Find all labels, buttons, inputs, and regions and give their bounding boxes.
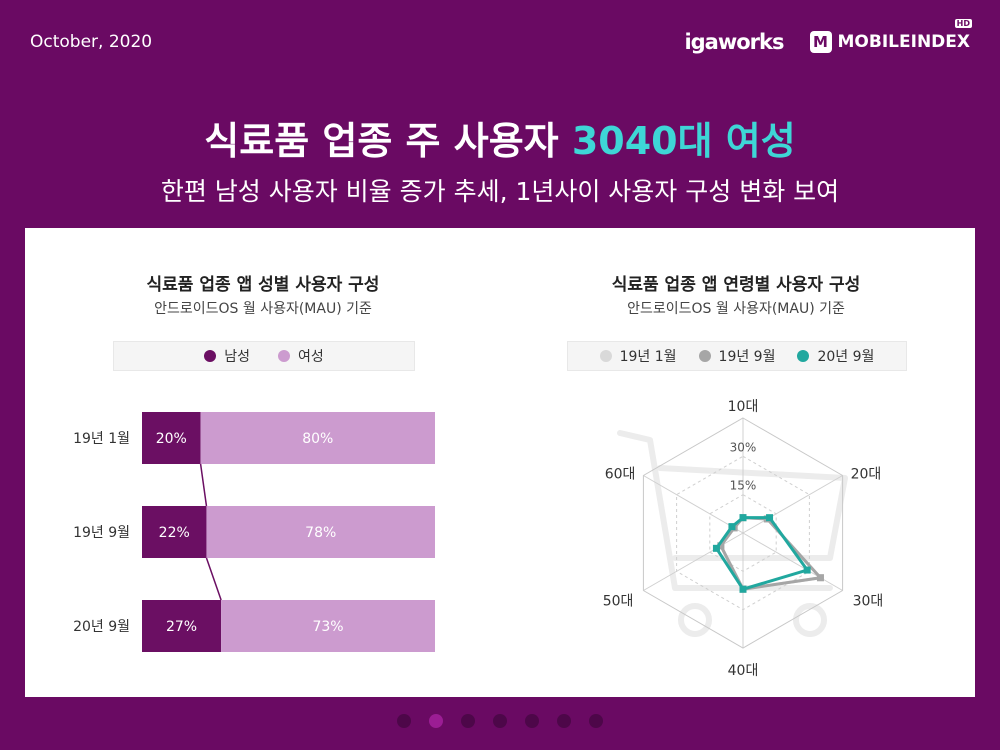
legend-dot-female: [278, 350, 290, 362]
radar-spoke: [643, 532, 744, 591]
bar-connector-line: [199, 463, 208, 507]
logos: igaworks M MOBILEINDEX HD: [684, 19, 972, 54]
radar-point: [739, 514, 747, 522]
radar-axis-label: 30대: [853, 594, 884, 610]
page-dot[interactable]: [557, 714, 571, 728]
legend-label-female: 여성: [298, 349, 324, 365]
gender-legend: 남성 여성: [113, 341, 415, 371]
bar-female: [221, 600, 435, 652]
page-dot[interactable]: [429, 714, 443, 728]
radar-axis-label: 60대: [605, 467, 636, 483]
legend-item-sep20: 20년 9월: [797, 346, 874, 366]
mobileindex-text: MOBILEINDEX: [837, 32, 970, 52]
radar-spoke: [742, 475, 843, 534]
mobileindex-m-icon: M: [809, 31, 832, 53]
report-date: October, 2020: [30, 32, 153, 52]
bar-male: [142, 506, 207, 558]
age-chart-title: 식료품 업종 앱 연령별 사용자 구성: [611, 275, 861, 295]
legend-dot-sep20: [797, 350, 810, 362]
legend-label-sep19: 19년 9월: [718, 349, 776, 365]
bar-male-label: 20%: [156, 431, 187, 447]
page-subtitle: 한편 남성 사용자 비율 증가 추세, 1년사이 사용자 구성 변화 보여: [160, 177, 840, 206]
radar-ring-label: 30%: [730, 440, 757, 454]
title-highlight: 3040대 여성: [571, 119, 796, 163]
bar-male-label: 27%: [166, 619, 197, 635]
page-dot[interactable]: [461, 714, 475, 728]
radar-spoke: [742, 532, 843, 591]
page-dot[interactable]: [397, 714, 411, 728]
radar-axis-label: 40대: [728, 663, 759, 679]
radar-point: [717, 542, 725, 550]
bar-connector-line: [205, 557, 222, 601]
legend-label-sep20: 20년 9월: [817, 349, 875, 365]
page-title: 식료품 업종 주 사용자 3040대 여성: [0, 110, 1000, 165]
content-panel: 식료품 업종 앱 성별 사용자 구성 안드로이드OS 월 사용자(MAU) 기준…: [25, 228, 975, 697]
bar-female: [200, 412, 435, 464]
gender-chart-title: 식료품 업종 앱 성별 사용자 구성: [146, 275, 380, 295]
legend-dot-sep19: [698, 350, 711, 362]
radar-axis-label: 50대: [603, 594, 634, 610]
radar-ring-label: 15%: [730, 479, 757, 493]
gender-chart-subtitle: 안드로이드OS 월 사용자(MAU) 기준: [154, 301, 372, 317]
age-legend: 19년 1월 19년 9월 20년 9월: [567, 341, 907, 371]
radar-point: [803, 566, 811, 574]
radar-point: [712, 544, 720, 552]
radar-axis-label: 20대: [851, 467, 882, 483]
legend-dot-male: [204, 350, 217, 362]
bar-male: [142, 600, 222, 652]
bar-female: [206, 506, 435, 558]
bar-category-label: 19년 1월: [73, 431, 130, 447]
bar-category-label: 19년 9월: [73, 525, 130, 541]
age-chart-subtitle: 안드로이드OS 월 사용자(MAU) 기준: [627, 301, 845, 317]
radar-point: [816, 574, 824, 582]
legend-label-jan19: 19년 1월: [619, 349, 677, 365]
legend-item-sep19: 19년 9월: [698, 346, 776, 366]
bar-male-label: 22%: [159, 525, 190, 541]
radar-point: [766, 514, 774, 522]
legend-label-male: 남성: [224, 349, 250, 365]
hd-badge: HD: [954, 19, 972, 28]
page-dot[interactable]: [525, 714, 539, 728]
bar-male: [142, 412, 201, 464]
bar-female-label: 73%: [312, 619, 343, 635]
radar-point: [728, 523, 736, 531]
legend-item-male: 남성: [204, 346, 250, 366]
pagination-dots: [0, 714, 1000, 728]
radar-point: [739, 585, 747, 593]
age-radar-chart: 15% 30% 10대 20대 30대 40대 50대 60대: [603, 399, 884, 679]
igaworks-logo: igaworks: [684, 30, 784, 54]
radar-spoke: [643, 475, 744, 534]
page-dot[interactable]: [589, 714, 603, 728]
radar-axis-label: 10대: [728, 399, 759, 415]
legend-item-female: 여성: [278, 346, 324, 366]
legend-item-jan19: 19년 1월: [599, 346, 677, 366]
page-dot[interactable]: [493, 714, 507, 728]
title-main: 식료품 업종 주 사용자: [204, 119, 572, 163]
bar-female-label: 78%: [305, 525, 336, 541]
mobileindex-logo: M MOBILEINDEX HD: [809, 19, 972, 53]
bar-female-label: 80%: [302, 431, 333, 447]
bar-category-label: 20년 9월: [73, 619, 130, 635]
legend-dot-jan19: [599, 350, 612, 362]
gender-bar-chart: 19년 1월 20% 80% 19년 9월 22% 78% 20년 9월 27% 73%: [73, 412, 435, 652]
